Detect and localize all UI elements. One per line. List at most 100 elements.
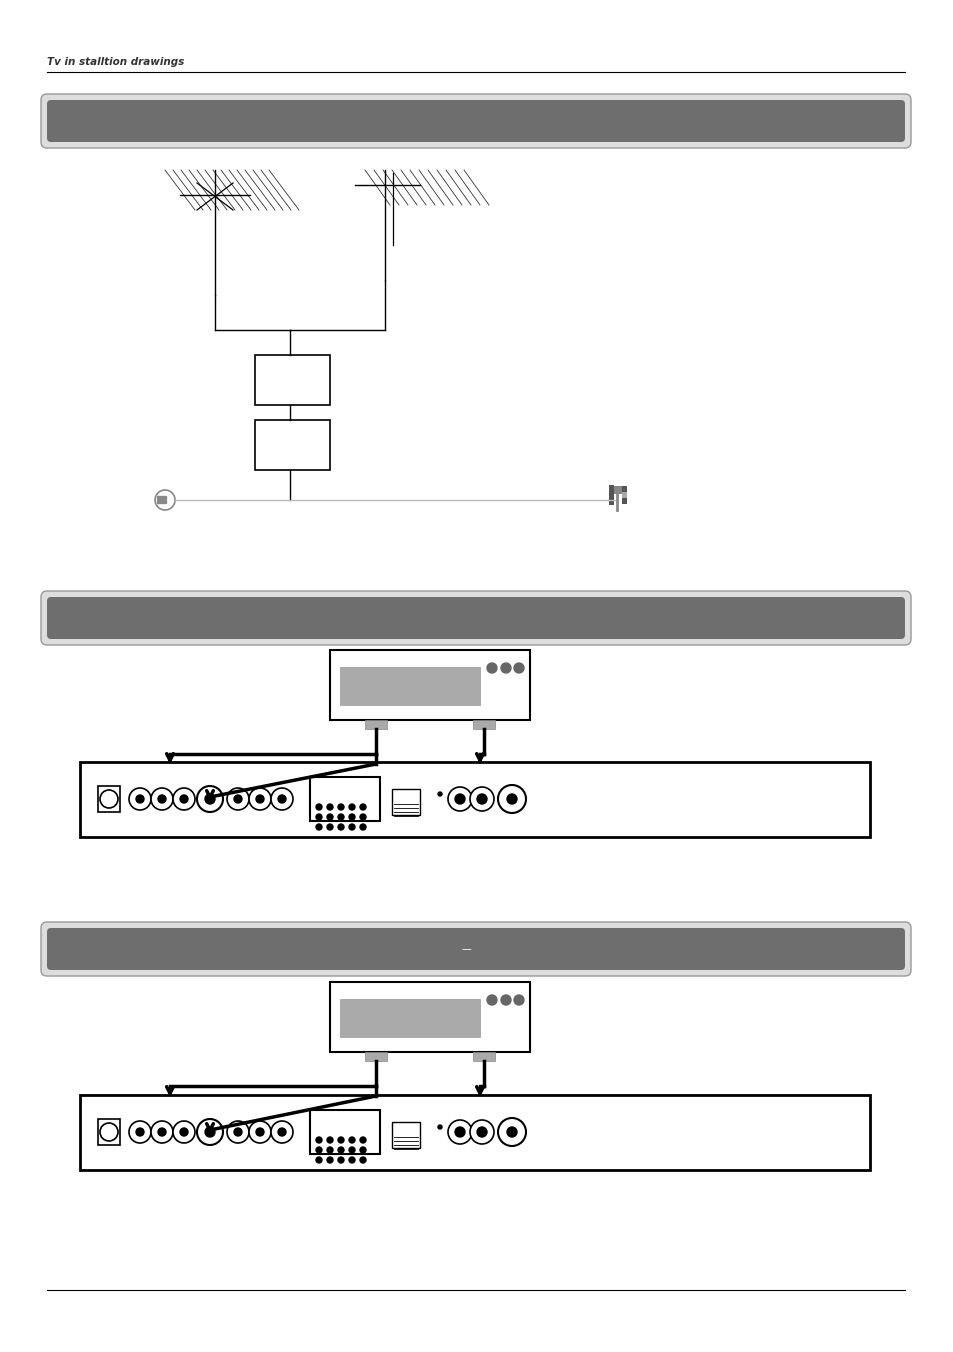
Bar [473,721,495,729]
Circle shape [327,1146,333,1153]
Bar [392,790,419,815]
Circle shape [327,823,333,830]
FancyBboxPatch shape [47,598,904,639]
Circle shape [476,794,486,804]
Circle shape [180,795,188,803]
Circle shape [151,1121,172,1142]
Circle shape [205,1128,214,1137]
Circle shape [359,1137,366,1142]
Circle shape [349,804,355,810]
Circle shape [271,788,293,810]
Circle shape [196,786,223,813]
Circle shape [349,1137,355,1142]
Circle shape [455,794,464,804]
Bar [80,1095,869,1169]
Bar [98,1119,120,1145]
Circle shape [506,794,517,804]
Circle shape [196,1119,223,1145]
Circle shape [359,1146,366,1153]
Bar [621,485,626,492]
Bar [310,777,379,821]
Circle shape [359,814,366,821]
Circle shape [337,1137,344,1142]
Circle shape [100,790,118,808]
FancyBboxPatch shape [41,591,910,645]
Circle shape [249,1121,271,1142]
Bar [254,420,330,470]
Circle shape [129,1121,151,1142]
Circle shape [315,1137,322,1142]
Circle shape [486,995,497,1005]
Circle shape [277,795,286,803]
Bar [157,500,166,503]
Circle shape [349,1146,355,1153]
Text: —: — [460,944,471,955]
Circle shape [349,823,355,830]
Circle shape [100,1124,118,1141]
Circle shape [315,814,322,821]
Circle shape [500,662,511,673]
Circle shape [233,795,242,803]
Circle shape [486,662,497,673]
Circle shape [180,1128,188,1136]
Circle shape [227,1121,249,1142]
Circle shape [227,788,249,810]
Circle shape [172,788,194,810]
Circle shape [437,1125,441,1129]
Bar [365,721,387,729]
Circle shape [327,1157,333,1163]
Circle shape [337,814,344,821]
Circle shape [349,814,355,821]
Bar [80,763,869,837]
Circle shape [506,1128,517,1137]
Bar [254,356,330,406]
Bar [365,1052,387,1061]
Circle shape [448,787,472,811]
Bar [612,485,621,493]
Circle shape [359,823,366,830]
Circle shape [514,995,523,1005]
Bar [330,982,530,1052]
Bar [621,489,626,498]
Circle shape [497,786,525,813]
Circle shape [337,1146,344,1153]
Circle shape [327,1137,333,1142]
Circle shape [448,1119,472,1144]
Circle shape [327,804,333,810]
Circle shape [497,1118,525,1146]
Circle shape [136,795,144,803]
FancyBboxPatch shape [41,922,910,976]
Circle shape [158,1128,166,1136]
Bar [157,496,166,499]
Circle shape [315,1146,322,1153]
Circle shape [136,1128,144,1136]
Circle shape [315,804,322,810]
Circle shape [500,995,511,1005]
FancyBboxPatch shape [41,95,910,147]
Bar [310,1110,379,1155]
Circle shape [437,792,441,796]
Bar [330,650,530,721]
Circle shape [315,823,322,830]
Circle shape [514,662,523,673]
Circle shape [151,788,172,810]
Circle shape [277,1128,286,1136]
Circle shape [470,1119,494,1144]
Bar [473,1052,495,1061]
Circle shape [233,1128,242,1136]
Circle shape [359,1157,366,1163]
Bar [608,485,614,506]
Bar [339,667,479,704]
Circle shape [337,1157,344,1163]
Bar [392,1122,419,1148]
Circle shape [255,1128,264,1136]
Circle shape [172,1121,194,1142]
Bar [621,498,626,504]
Circle shape [129,788,151,810]
Circle shape [476,1128,486,1137]
Circle shape [337,804,344,810]
Circle shape [470,787,494,811]
Bar [339,999,479,1037]
Circle shape [158,795,166,803]
Bar [98,786,120,813]
